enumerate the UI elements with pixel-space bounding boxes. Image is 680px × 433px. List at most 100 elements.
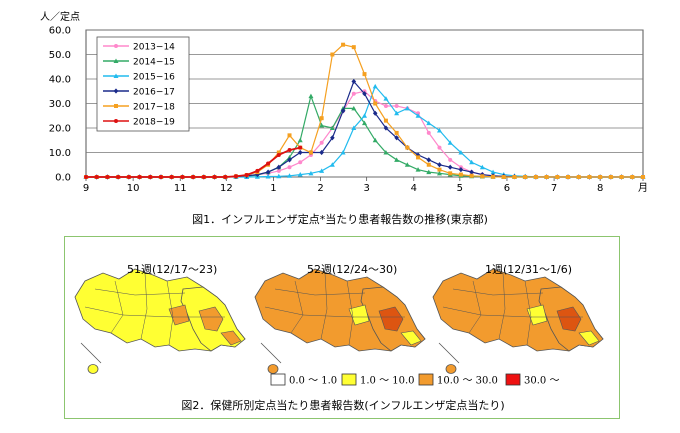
map-region: [348, 304, 370, 326]
data-point: [491, 174, 496, 179]
data-point: [641, 175, 645, 179]
inset-line: [260, 342, 282, 364]
data-point: [148, 175, 153, 179]
data-point: [383, 118, 388, 123]
data-point: [233, 174, 238, 179]
data-point: [340, 150, 346, 155]
data-point: [394, 110, 400, 116]
legend-label: 2017−18: [133, 103, 175, 113]
data-point: [276, 168, 281, 173]
key-swatch: [341, 373, 357, 386]
data-point: [362, 120, 367, 126]
x-tick-label: 1: [270, 183, 276, 194]
data-point: [330, 52, 335, 57]
data-point: [480, 174, 485, 179]
data-point: [426, 130, 431, 135]
map-3: 1週(12/31〜1/6): [432, 263, 604, 374]
map-title: 52週(12/24〜30): [307, 263, 397, 276]
map-region: [400, 330, 422, 346]
data-point: [426, 169, 432, 175]
data-point: [298, 145, 303, 150]
legend-label: 2013−14: [133, 43, 175, 53]
data-point: [362, 113, 367, 118]
data-point: [576, 175, 581, 179]
data-point: [287, 157, 292, 163]
data-point: [394, 135, 399, 141]
x-tick-label: 6: [504, 183, 510, 194]
data-point: [404, 105, 410, 111]
y-tick-label: 10.0: [49, 148, 71, 159]
legend-label: 2018−19: [133, 118, 175, 128]
data-point: [383, 103, 388, 108]
data-point: [116, 175, 121, 179]
x-tick-label: 7: [551, 183, 557, 194]
map-border: [274, 288, 366, 296]
key-swatch: [418, 373, 434, 386]
data-point: [490, 169, 496, 175]
line-chart: 人／定点 0.010.020.030.040.050.060.0 9 10 11 12…: [40, 10, 648, 194]
series-lines: [83, 42, 646, 180]
key-swatch: [270, 373, 286, 386]
data-point: [329, 125, 335, 130]
data-point: [437, 145, 442, 150]
x-tick-label: 2: [317, 183, 323, 194]
data-point: [265, 169, 271, 175]
data-point: [319, 140, 324, 145]
legend-label: 2014−15: [133, 58, 175, 68]
legend-label: 2016−17: [133, 88, 175, 98]
data-point: [501, 175, 506, 179]
data-point: [436, 127, 442, 133]
x-tick-label: 3: [363, 183, 369, 194]
data-point: [394, 157, 400, 162]
data-point: [297, 137, 303, 143]
island: [267, 364, 279, 374]
data-point: [362, 91, 367, 97]
data-point: [297, 149, 303, 156]
data-point: [469, 169, 474, 175]
key-label: 10.0 ～ 30.0: [437, 376, 498, 387]
data-point: [523, 175, 528, 179]
data-point: [362, 72, 367, 77]
data-point: [555, 175, 560, 179]
data-point: [619, 175, 624, 179]
data-point: [113, 58, 119, 63]
data-point: [405, 145, 410, 150]
map-region: [378, 306, 404, 332]
map-panel: 51週(12/17〜23) 52週(12/24〜30) 1週(12/31〜1/6) 0…: [64, 236, 620, 419]
y-tick-label: 30.0: [49, 99, 71, 110]
data-point: [351, 78, 357, 85]
inset-line: [438, 342, 460, 364]
data-point: [276, 152, 281, 157]
key-swatch: [505, 373, 521, 386]
y-tick-label: 50.0: [49, 50, 71, 61]
map-1: 51週(12/17〜23): [74, 263, 246, 374]
data-point: [113, 73, 119, 78]
y-tick-label: 60.0: [49, 26, 71, 37]
data-point: [287, 133, 292, 138]
data-point: [372, 83, 378, 89]
data-point: [84, 175, 88, 179]
data-point: [351, 105, 357, 111]
data-point: [319, 116, 324, 121]
y-tick-label: 0.0: [55, 173, 71, 184]
data-point: [287, 173, 293, 178]
data-point: [416, 155, 421, 160]
map-border: [320, 272, 328, 340]
data-point: [415, 167, 421, 172]
data-point: [383, 96, 389, 101]
data-point: [512, 175, 517, 179]
data-point: [223, 175, 228, 179]
data-point: [351, 125, 357, 130]
data-point: [394, 103, 399, 108]
data-point: [448, 157, 453, 162]
data-point: [113, 88, 119, 94]
data-point: [458, 150, 464, 155]
data-point: [265, 174, 271, 179]
legend-label: 2015−16: [133, 73, 175, 83]
data-point: [447, 140, 453, 145]
data-point: [630, 175, 635, 179]
inset-line: [80, 342, 102, 364]
data-point: [276, 150, 281, 155]
data-point: [180, 175, 185, 179]
data-point: [437, 162, 442, 168]
